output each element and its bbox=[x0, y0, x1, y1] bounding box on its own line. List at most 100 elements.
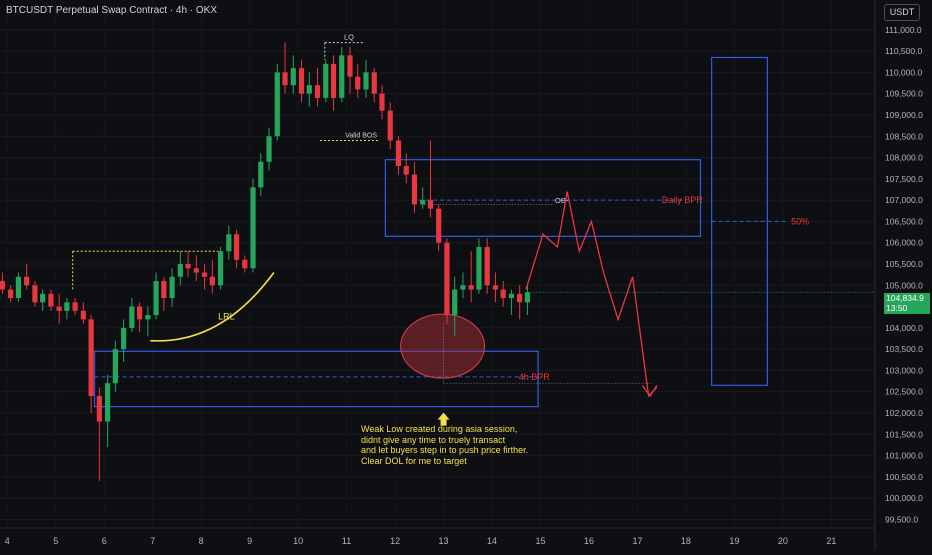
candle-body bbox=[282, 72, 288, 86]
x-tick-label: 12 bbox=[390, 536, 400, 546]
candles bbox=[0, 42, 875, 482]
y-tick-label: 105,000.0 bbox=[885, 280, 923, 290]
candle-body bbox=[330, 63, 337, 98]
candle-body bbox=[395, 140, 402, 167]
candle-body bbox=[32, 285, 38, 303]
candle-body bbox=[72, 302, 78, 311]
candle-body bbox=[48, 293, 54, 307]
candle-body bbox=[460, 285, 466, 290]
fifty-label: 50% bbox=[791, 216, 809, 226]
candle-body bbox=[379, 93, 385, 111]
y-tick-label: 100,000.0 bbox=[885, 493, 923, 503]
x-tick-label: 6 bbox=[102, 536, 107, 546]
candle-body bbox=[411, 174, 418, 205]
candle-body bbox=[452, 289, 458, 316]
candle-body bbox=[201, 272, 208, 277]
price-axis-panel bbox=[875, 0, 932, 550]
zone-box bbox=[93, 350, 539, 408]
candle-body bbox=[169, 276, 175, 299]
y-tick-label: 103,000.0 bbox=[885, 365, 923, 375]
candle-body bbox=[112, 349, 118, 384]
symbol-title[interactable]: BTCUSDT Perpetual Swap Contract · 4h · O… bbox=[6, 5, 218, 16]
y-tick-label: 105,500.0 bbox=[885, 259, 923, 269]
candle-body bbox=[517, 293, 523, 303]
x-tick-label: 5 bbox=[53, 536, 58, 546]
candle-body bbox=[387, 110, 393, 141]
candle-body bbox=[403, 166, 409, 175]
candle-body bbox=[436, 208, 442, 243]
last-price: 104,834.9 bbox=[886, 293, 924, 303]
x-tick-label: 7 bbox=[150, 536, 155, 546]
y-tick-label: 100,500.0 bbox=[885, 472, 923, 482]
y-tick-label: 109,500.0 bbox=[885, 89, 923, 99]
candle-body bbox=[524, 292, 531, 303]
x-tick-label: 14 bbox=[487, 536, 497, 546]
note-line: Weak Low created during asia session, bbox=[361, 424, 518, 434]
candle-body bbox=[24, 276, 30, 286]
x-tick-label: 21 bbox=[826, 536, 836, 546]
candle-body bbox=[233, 234, 240, 260]
x-tick-label: 8 bbox=[199, 536, 204, 546]
annotations: OB- Daily BPR 4h BPR 50% LQ Valid BOS LRL bbox=[72, 33, 809, 426]
candle-body bbox=[266, 136, 272, 162]
y-tick-label: 99,500.0 bbox=[885, 514, 918, 524]
x-tick-label: 18 bbox=[681, 536, 691, 546]
currency-button[interactable]: USDT bbox=[884, 4, 920, 21]
candle-body bbox=[56, 306, 62, 311]
candle-body bbox=[40, 293, 46, 303]
x-tick-label: 16 bbox=[584, 536, 594, 546]
candle-body bbox=[476, 246, 482, 290]
y-tick-label: 106,000.0 bbox=[885, 238, 923, 248]
projection-line bbox=[525, 191, 658, 398]
candle-body bbox=[427, 200, 434, 209]
candle-body bbox=[226, 234, 232, 252]
ob-label: OB- bbox=[555, 196, 569, 205]
projection-arrowhead bbox=[641, 384, 658, 398]
candle-body bbox=[88, 319, 94, 396]
candle-body bbox=[129, 306, 135, 328]
candle-body bbox=[339, 55, 345, 98]
note-line: and let buyers step in to push price fir… bbox=[361, 445, 529, 455]
y-tick-label: 101,000.0 bbox=[885, 451, 923, 461]
y-tick-label: 110,000.0 bbox=[885, 67, 922, 77]
x-tick-label: 13 bbox=[439, 536, 449, 546]
y-tick-label: 102,500.0 bbox=[885, 387, 923, 397]
candle-body bbox=[371, 72, 377, 94]
candle-body bbox=[137, 306, 143, 320]
note-line: Clear DOL for me to target bbox=[361, 455, 467, 466]
candle-body bbox=[64, 302, 70, 311]
candle-body bbox=[314, 85, 321, 98]
y-tick-label: 101,500.0 bbox=[885, 429, 923, 439]
y-tick-label: 103,500.0 bbox=[885, 344, 923, 354]
x-tick-label: 4 bbox=[5, 536, 10, 546]
daily-bpr-label: Daily BPR bbox=[662, 195, 704, 205]
candle-body bbox=[8, 289, 14, 299]
candle-body bbox=[96, 396, 102, 422]
4h-bpr-label: 4h BPR bbox=[519, 372, 551, 382]
note-line: didnt give any time to truely transact bbox=[361, 434, 506, 445]
candle-body bbox=[274, 72, 280, 137]
y-tick-label: 102,000.0 bbox=[885, 408, 923, 418]
lrl-curve bbox=[150, 272, 275, 342]
candle-body bbox=[0, 281, 6, 290]
last-price-tag: 104,834.9 13:50 bbox=[884, 293, 930, 314]
y-tick-label: 107,500.0 bbox=[885, 174, 923, 184]
candle-body bbox=[193, 268, 199, 273]
candle-body bbox=[420, 200, 426, 205]
x-tick-label: 9 bbox=[247, 536, 252, 546]
x-tick-label: 10 bbox=[293, 536, 303, 546]
y-tick-label: 106,500.0 bbox=[885, 216, 923, 226]
y-tick-label: 111,000.0 bbox=[885, 25, 922, 35]
candle-body bbox=[492, 285, 499, 290]
zones bbox=[93, 56, 788, 408]
y-tick-label: 104,000.0 bbox=[885, 323, 923, 333]
bos-label: Valid BOS bbox=[345, 133, 377, 140]
y-tick-label: 107,000.0 bbox=[885, 195, 923, 205]
candle-body bbox=[250, 187, 256, 269]
candle-body bbox=[323, 63, 329, 98]
candle-body bbox=[145, 315, 151, 320]
y-tick-label: 109,000.0 bbox=[885, 110, 923, 120]
